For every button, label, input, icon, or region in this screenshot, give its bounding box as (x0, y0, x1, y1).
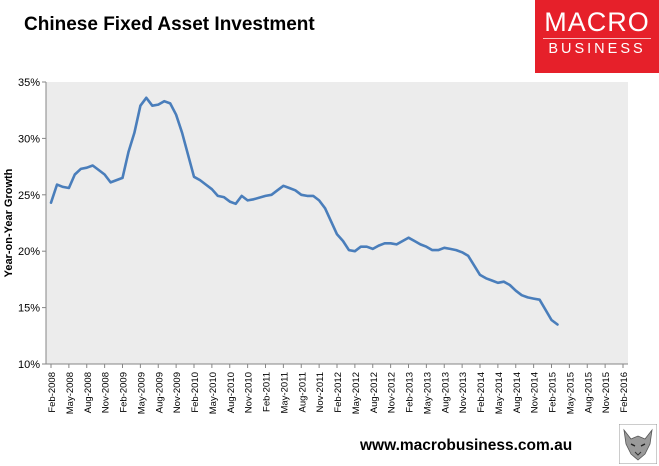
x-tick-label: Feb-2010 (190, 372, 201, 413)
x-tick-label: Aug-2015 (583, 372, 594, 413)
x-tick-label: Feb-2014 (476, 372, 487, 413)
y-tick-label: 35% (18, 77, 40, 89)
x-tick-label: Nov-2015 (601, 372, 612, 413)
x-tick-label: May-2014 (494, 372, 505, 414)
x-tick-label: May-2010 (208, 372, 219, 414)
x-tick-label: Nov-2013 (458, 372, 469, 413)
x-tick-label: Nov-2009 (172, 372, 183, 413)
x-tick-label: May-2013 (422, 372, 433, 414)
y-tick-label: 10% (18, 359, 40, 371)
x-tick-label: Nov-2010 (244, 372, 255, 413)
x-tick-label: Aug-2011 (297, 372, 308, 413)
y-axis-label: Year-on-Year Growth (3, 168, 15, 277)
x-tick-label: Aug-2010 (226, 372, 237, 413)
x-tick-label: May-2012 (351, 372, 362, 414)
x-tick-label: May-2015 (565, 372, 576, 414)
x-tick-label: Feb-2015 (548, 372, 559, 413)
y-tick-label: 30% (18, 133, 40, 145)
x-tick-label: Nov-2014 (530, 372, 541, 413)
y-tick-label: 25% (18, 190, 40, 202)
y-tick-label: 20% (18, 246, 40, 258)
x-tick-label: Feb-2013 (405, 372, 416, 413)
x-tick-label: Nov-2011 (315, 372, 326, 413)
plot-area (46, 82, 628, 364)
x-tick-label: Feb-2016 (619, 372, 630, 413)
wolf-icon (619, 424, 657, 464)
x-tick-label: Aug-2008 (83, 372, 94, 413)
x-tick-label: Aug-2013 (440, 372, 451, 413)
series-line (49, 96, 559, 326)
x-tick-label: Aug-2009 (154, 372, 165, 413)
x-tick-label: Nov-2012 (387, 372, 398, 413)
x-tick-label: May-2011 (279, 372, 290, 414)
x-tick-label: Aug-2012 (369, 372, 380, 413)
chart-title: Chinese Fixed Asset Investment (24, 14, 315, 35)
x-tick-label: Nov-2008 (101, 372, 112, 413)
chart: 10% 15% 20% 25% 30% 35% Feb-2008 May-2008 Aug-20… (3, 77, 630, 414)
website-url[interactable]: www.macrobusiness.com.au (360, 437, 573, 454)
x-tick-label: Feb-2012 (333, 372, 344, 413)
x-tick-label: Feb-2009 (119, 372, 130, 413)
logo-text-macro: MACRO (544, 7, 650, 37)
x-tick-label: Feb-2008 (47, 372, 58, 413)
logo-text-business: BUSINESS (548, 41, 646, 57)
x-tick-label: May-2009 (136, 372, 147, 414)
x-tick-label: Feb-2011 (262, 372, 273, 412)
macrobusiness-logo: MACRO BUSINESS (535, 0, 659, 73)
logo-divider (543, 38, 651, 39)
y-tick-label: 15% (18, 303, 40, 315)
x-tick-label: May-2008 (65, 372, 76, 414)
x-tick-label: Aug-2014 (512, 372, 523, 413)
